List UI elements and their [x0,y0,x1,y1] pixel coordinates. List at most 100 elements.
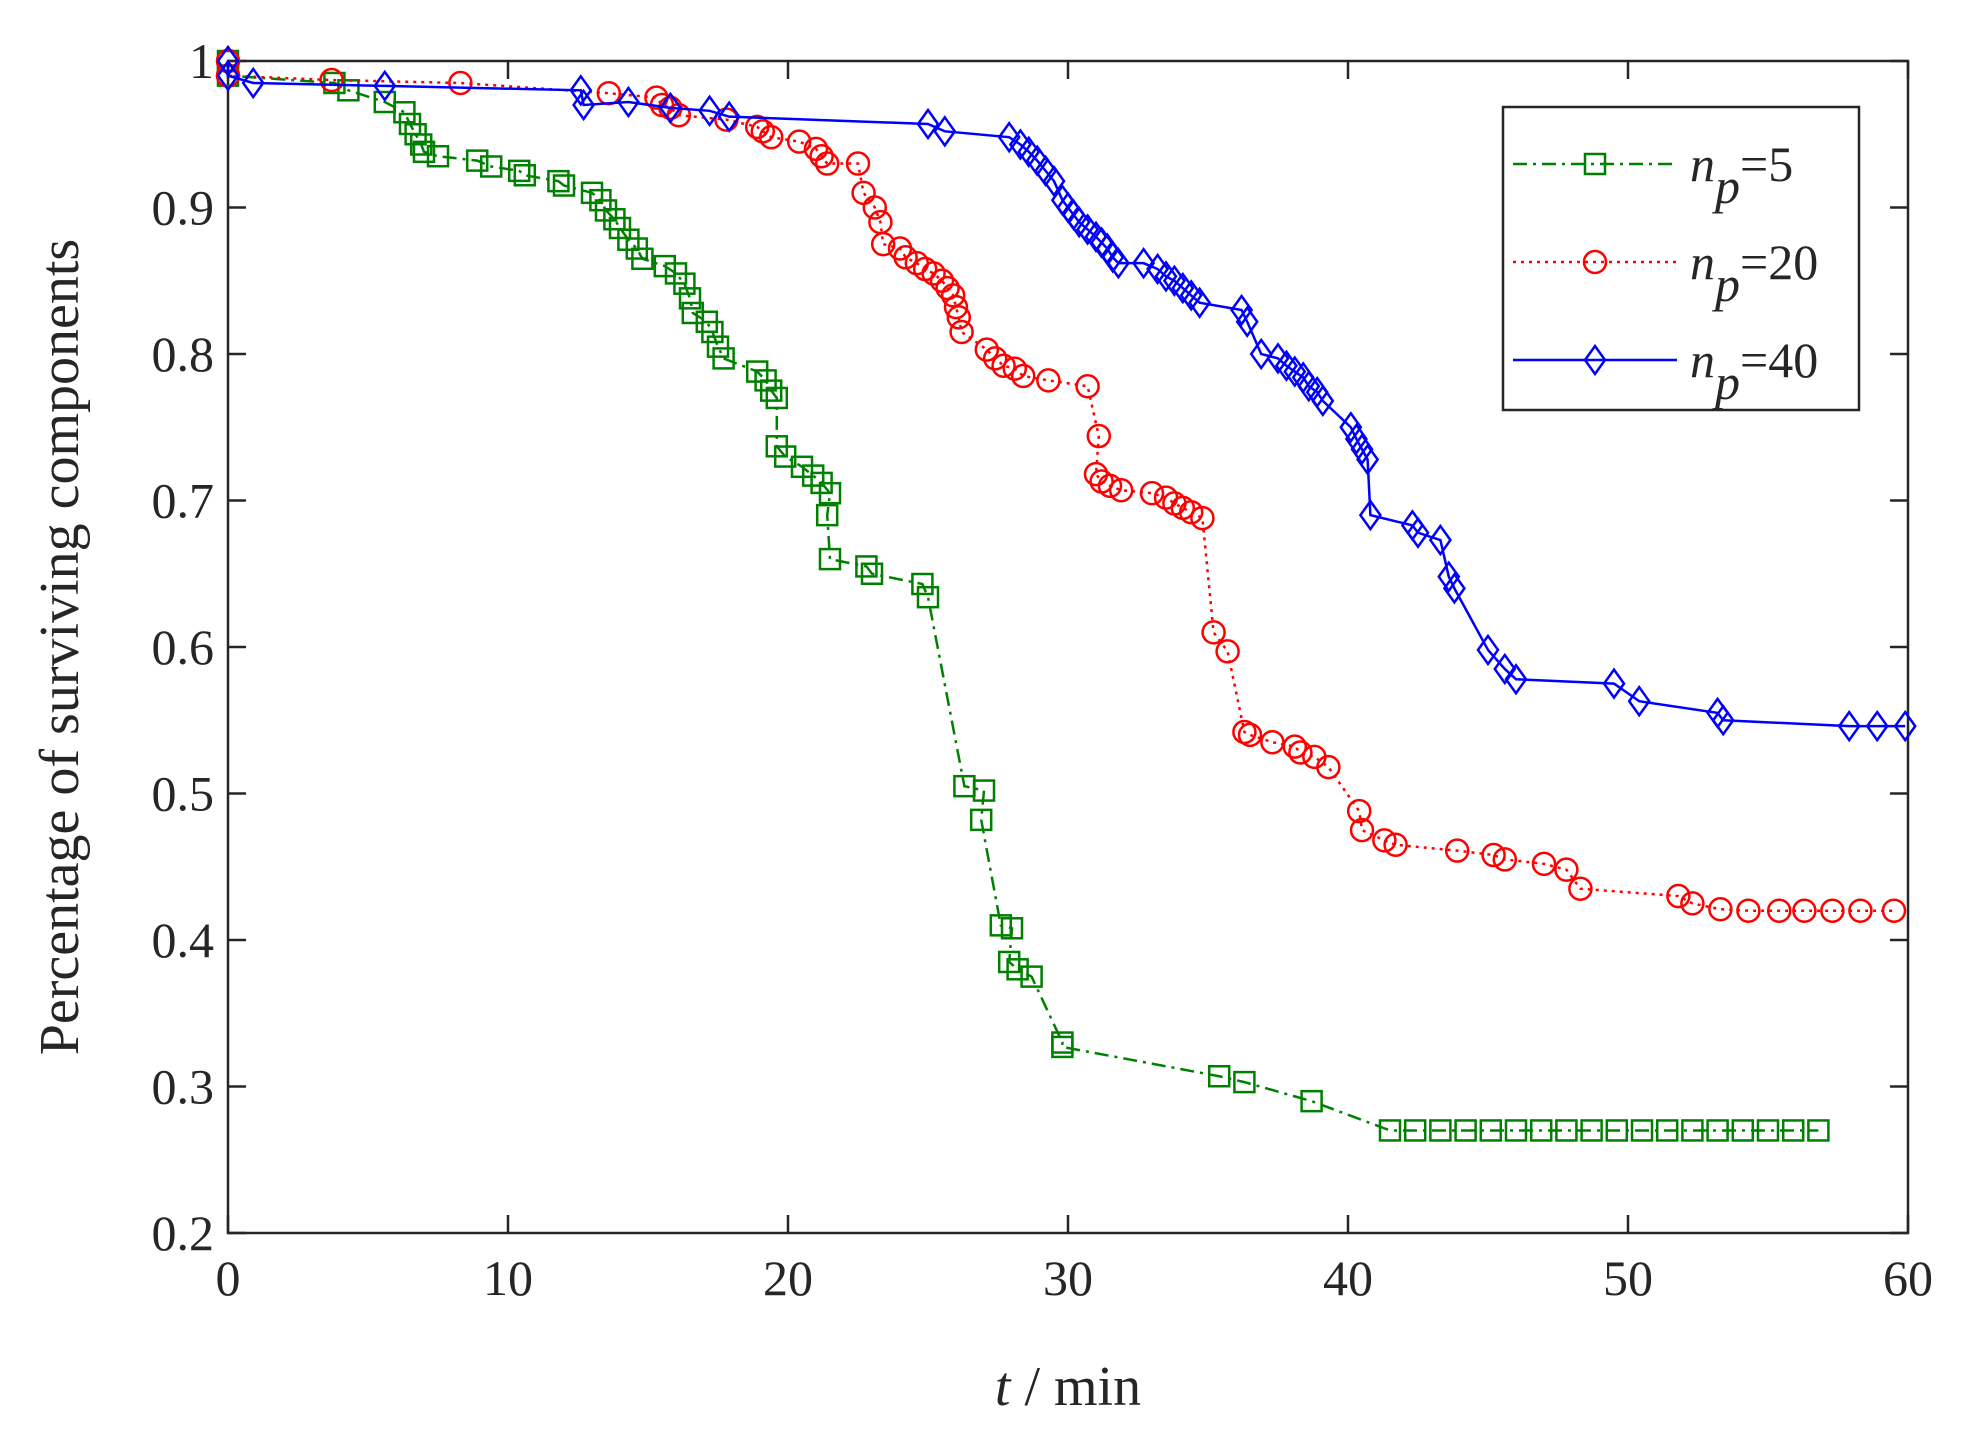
marker [1865,709,1889,743]
marker [1706,1119,1729,1142]
y-tick-label: 0.5 [152,766,215,822]
marker [1444,838,1470,863]
marker [1190,505,1215,531]
marker [991,353,1016,378]
marker [765,386,789,410]
marker [1383,832,1408,858]
marker [1655,1119,1679,1142]
marker [969,808,993,832]
x-tick-label: 0 [216,1250,241,1306]
marker [1006,958,1029,981]
marker [1356,443,1380,476]
marker [1627,685,1651,718]
marker [1106,247,1130,280]
marker [465,149,489,172]
legend: np=5 np=20 np=40 [1501,105,1861,412]
marker [1848,898,1873,923]
marker [1630,1119,1654,1142]
marker [1178,499,1204,525]
marker [1504,1119,1528,1142]
marker [1766,898,1792,923]
marker [893,245,918,270]
marker [1568,876,1593,901]
marker [851,180,876,206]
marker [1442,572,1466,605]
marker [1154,260,1178,293]
marker [1756,1119,1780,1142]
marker [1002,356,1028,381]
marker [1708,896,1733,922]
marker [1036,368,1061,393]
marker [448,70,473,96]
marker [1893,709,1917,743]
marker [1237,722,1263,748]
x-tick-label: 20 [763,1250,813,1306]
marker [1736,898,1761,923]
marker [1083,461,1109,487]
x-tick-label: 40 [1323,1250,1373,1306]
marker [1010,363,1036,389]
marker [1711,704,1735,737]
marker [678,287,702,310]
marker [319,67,344,93]
legend-label: np=5 [1690,136,1793,214]
marker [373,69,397,103]
marker [409,133,433,156]
marker [673,272,696,295]
marker [1681,1119,1704,1142]
marker [815,503,839,527]
marker [1403,1119,1427,1142]
marker [1339,411,1363,444]
marker [860,562,884,585]
marker [1531,851,1557,877]
marker [507,159,531,183]
marker [337,79,360,102]
marker [1504,663,1528,696]
x-tick-label: 60 [1883,1250,1933,1306]
marker [862,195,888,220]
marker [412,140,436,164]
marker [1188,286,1212,319]
y-tick-label: 0.6 [152,619,215,675]
marker [1583,152,1607,176]
marker [1230,293,1254,327]
marker [1378,1119,1402,1142]
marker [1349,817,1375,843]
marker [1454,1119,1477,1142]
marker [1666,883,1691,909]
marker [241,66,265,100]
marker [1282,734,1308,759]
marker [974,337,1000,362]
marker [1481,842,1506,868]
marker [1051,1035,1074,1059]
marker [809,143,834,169]
marker [1437,560,1461,593]
marker [1000,917,1024,940]
marker [658,91,682,125]
marker [1344,422,1368,456]
marker [717,100,741,133]
x-axis-label: t / min [995,1356,1141,1418]
marker [1086,423,1112,449]
marker [479,155,503,178]
marker [1476,633,1500,667]
marker [1372,828,1397,853]
marker [1097,473,1123,499]
marker [1731,1119,1755,1142]
marker [323,71,346,95]
marker [972,779,996,802]
marker [1300,1089,1323,1113]
y-tick-label: 0.4 [152,912,215,968]
marker [758,124,784,150]
marker [916,107,940,141]
marker [1493,652,1517,686]
x-tick-label: 50 [1603,1250,1653,1306]
marker [1132,247,1156,280]
marker [911,572,934,596]
marker [759,379,783,402]
marker [1075,373,1100,399]
marker [1350,433,1374,466]
marker [426,144,450,168]
marker [1881,898,1907,923]
